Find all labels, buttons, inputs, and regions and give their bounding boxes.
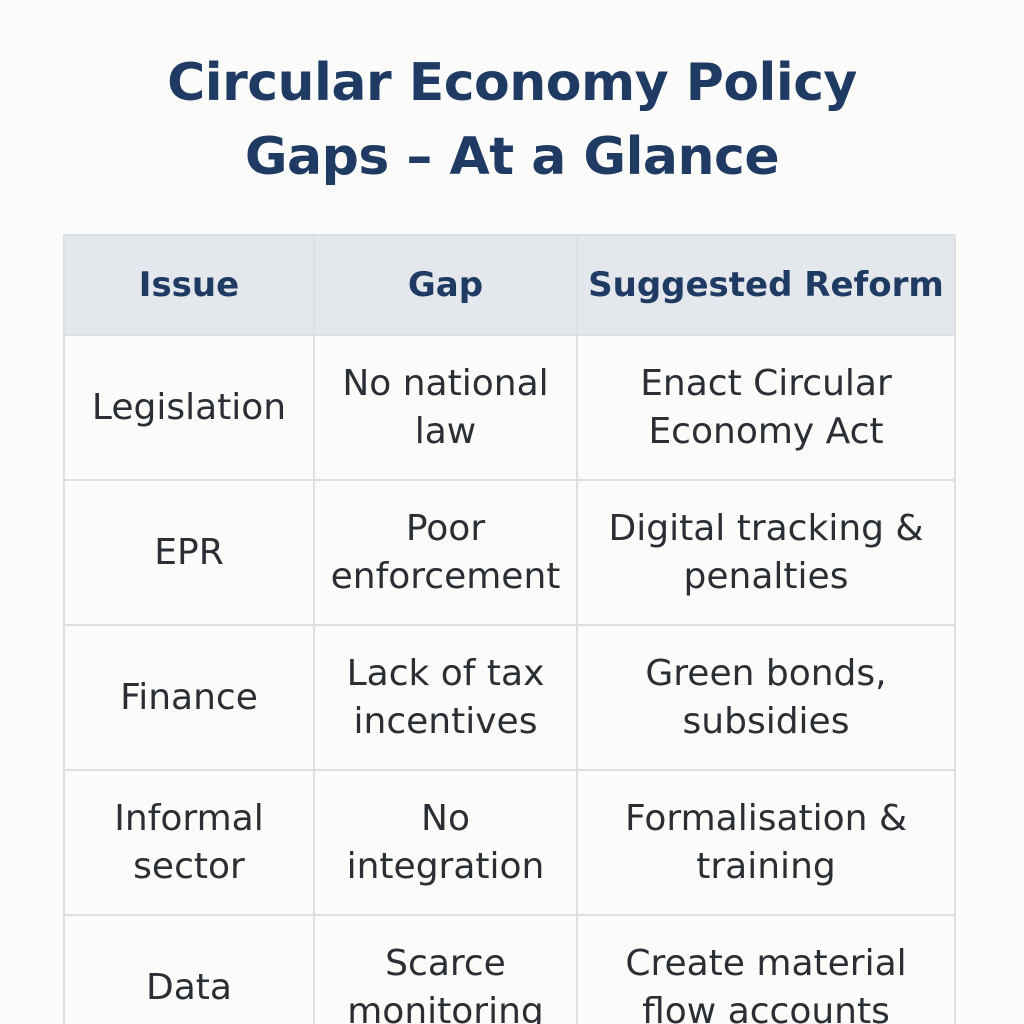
cell-reform: Formalisation & training (576, 769, 956, 916)
cell-gap: Poor enforcement (313, 479, 578, 626)
header-suggested-reform: Suggested Reform (576, 234, 956, 336)
table-row: Legislation No national law Enact Circul… (63, 334, 956, 481)
cell-gap: No national law (313, 334, 578, 481)
policy-gaps-table: Issue Gap Suggested Reform Legislation N… (63, 234, 956, 1024)
cell-gap: Scarce monitoring (313, 914, 578, 1024)
title-line-2: Gaps – At a Glance (244, 127, 780, 187)
title-line-1: Circular Economy Policy (167, 53, 857, 113)
cell-issue: Finance (63, 624, 315, 771)
cell-reform: Green bonds, subsidies (576, 624, 956, 771)
cell-issue: Data (63, 914, 315, 1024)
cell-gap: Lack of tax incentives (313, 624, 578, 771)
table-header-row: Issue Gap Suggested Reform (63, 234, 956, 336)
header-issue: Issue (63, 234, 315, 336)
cell-gap: No integration (313, 769, 578, 916)
table-row: Informal sector No integration Formalisa… (63, 769, 956, 916)
cell-issue: Legislation (63, 334, 315, 481)
page-title: Circular Economy Policy Gaps – At a Glan… (0, 46, 1024, 194)
cell-reform: Digital tracking & penalties (576, 479, 956, 626)
cell-issue: EPR (63, 479, 315, 626)
cell-reform: Create material flow accounts (576, 914, 956, 1024)
table-row: Finance Lack of tax incentives Green bon… (63, 624, 956, 771)
header-gap: Gap (313, 234, 578, 336)
table-row: Data Scarce monitoring Create material f… (63, 914, 956, 1024)
cell-issue: Informal sector (63, 769, 315, 916)
cell-reform: Enact Circular Economy Act (576, 334, 956, 481)
table-row: EPR Poor enforcement Digital tracking & … (63, 479, 956, 626)
